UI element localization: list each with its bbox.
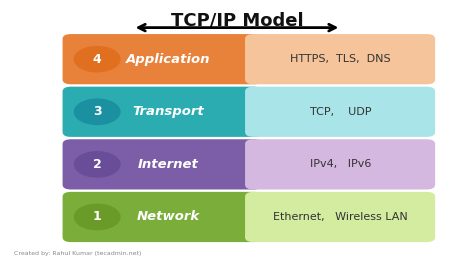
FancyBboxPatch shape [245, 34, 435, 84]
Text: 2: 2 [93, 158, 101, 171]
Text: Ethernet,   Wireless LAN: Ethernet, Wireless LAN [273, 212, 408, 222]
Text: Created by: Rahul Kumar (tecadmin.net): Created by: Rahul Kumar (tecadmin.net) [14, 251, 142, 256]
Text: TCP,    UDP: TCP, UDP [310, 107, 371, 117]
Circle shape [74, 204, 120, 230]
Text: 3: 3 [93, 105, 101, 118]
Circle shape [74, 47, 120, 72]
Text: Internet: Internet [138, 158, 199, 171]
Text: 4: 4 [93, 53, 101, 66]
FancyBboxPatch shape [245, 87, 435, 137]
Circle shape [74, 152, 120, 177]
FancyBboxPatch shape [245, 192, 435, 242]
Text: 1: 1 [93, 210, 101, 224]
FancyBboxPatch shape [63, 87, 262, 137]
Text: IPv4,   IPv6: IPv4, IPv6 [310, 159, 371, 169]
Text: Application: Application [126, 53, 210, 66]
Text: Network: Network [137, 210, 200, 224]
Text: TCP/IP Model: TCP/IP Model [171, 12, 303, 30]
FancyBboxPatch shape [63, 139, 262, 189]
FancyBboxPatch shape [245, 139, 435, 189]
FancyBboxPatch shape [63, 34, 262, 84]
FancyBboxPatch shape [63, 192, 262, 242]
Text: HTTPS,  TLS,  DNS: HTTPS, TLS, DNS [290, 54, 391, 64]
Circle shape [74, 99, 120, 124]
Text: Transport: Transport [132, 105, 204, 118]
